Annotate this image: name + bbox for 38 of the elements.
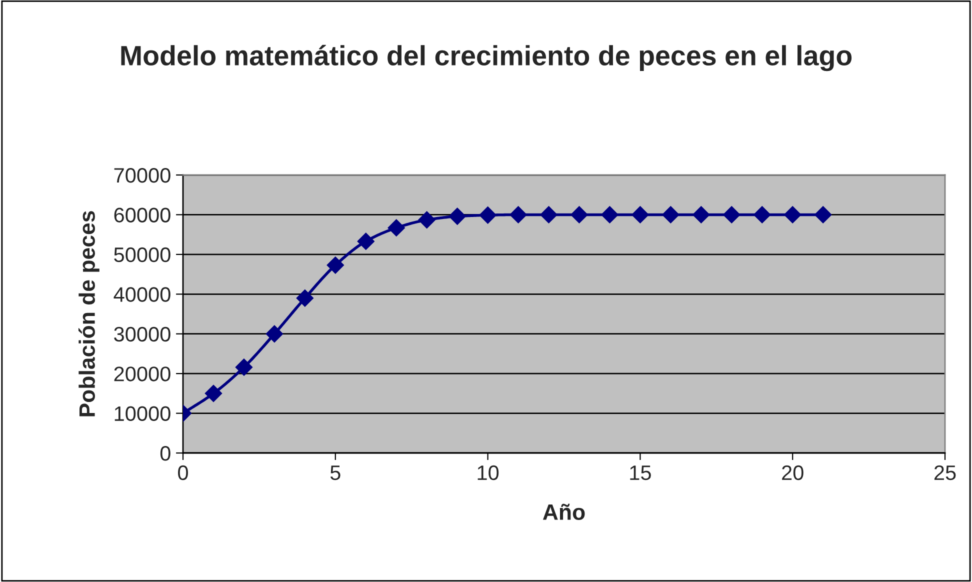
- point: [479, 206, 496, 224]
- x-tick-label: 20: [782, 465, 804, 480]
- point: [357, 232, 374, 250]
- point: [510, 206, 527, 224]
- y-tick-label: 30000: [114, 326, 170, 342]
- point: [601, 206, 618, 224]
- point: [296, 290, 314, 307]
- x-tick-label: 0: [178, 465, 188, 480]
- point: [692, 206, 710, 224]
- point: [448, 208, 466, 225]
- y-axis-title: Población de peces: [78, 211, 100, 416]
- y-tick-label: 10000: [114, 406, 170, 422]
- point: [570, 206, 588, 224]
- y-tick-label: 50000: [114, 247, 170, 262]
- x-axis-title: Año: [542, 504, 585, 520]
- point: [754, 206, 771, 224]
- point: [235, 358, 253, 376]
- point: [266, 325, 283, 342]
- y-tick-label: 20000: [114, 366, 170, 382]
- point: [540, 206, 558, 224]
- y-tick-label: 40000: [114, 287, 170, 302]
- point: [204, 384, 222, 402]
- point: [418, 211, 436, 228]
- x-tick-label: 25: [934, 465, 956, 480]
- point: [723, 206, 740, 224]
- point: [814, 206, 832, 224]
- y-tick-label: 0: [160, 446, 170, 461]
- chart-title: Modelo matemático del crecimiento de peces en el lago: [121, 44, 852, 72]
- x-tick-label: 15: [630, 466, 651, 480]
- x-tick-label: 5: [330, 466, 340, 480]
- point: [326, 256, 344, 274]
- point: [388, 219, 405, 236]
- point: [632, 206, 649, 224]
- y-tick-label: 70000: [114, 168, 170, 183]
- point: [662, 206, 680, 224]
- point: [784, 206, 802, 224]
- y-tick-label: 60000: [114, 208, 170, 222]
- x-tick-label: 10: [478, 465, 499, 480]
